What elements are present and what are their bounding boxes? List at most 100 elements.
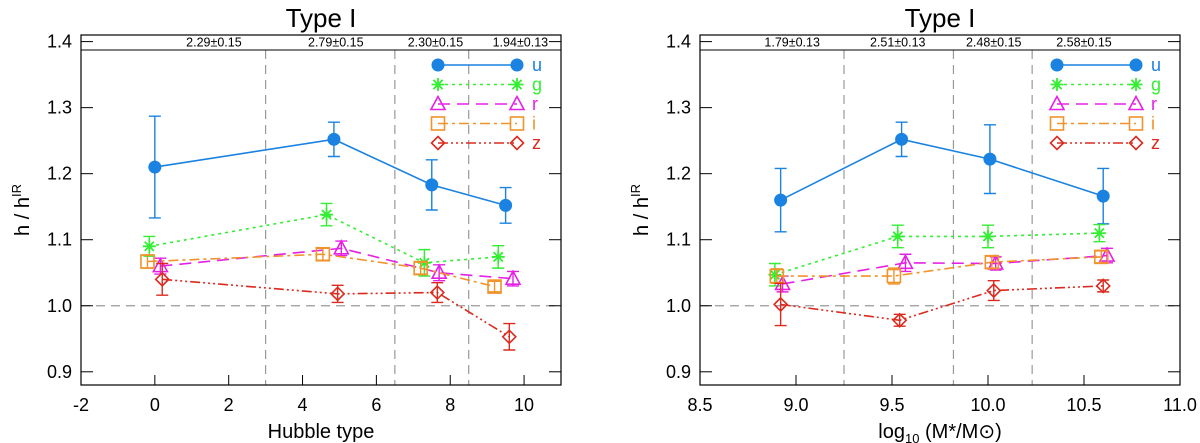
errorbar-z-1: [156, 262, 169, 296]
point-u-1: [774, 193, 788, 207]
point-u-4: [499, 198, 513, 212]
series-line-i: [147, 253, 495, 288]
point-z-3: [429, 284, 445, 301]
legend-marker-g-start: [1050, 78, 1064, 91]
legend-label-u: u: [532, 55, 542, 75]
point-g-2: [320, 208, 334, 222]
point-i-4: [487, 279, 502, 294]
legend-label-g: g: [1151, 75, 1161, 95]
series-line-z: [162, 278, 510, 338]
point-g-3: [981, 229, 995, 243]
point-i-1: [769, 268, 785, 284]
point-z-2: [892, 312, 908, 328]
point-u-3: [983, 152, 997, 166]
chart-title: Type I: [286, 3, 357, 33]
point-z-4: [1095, 278, 1111, 294]
point-u-2: [895, 132, 909, 146]
point-z-2: [329, 286, 346, 302]
y-axis-label: h / hIR: [628, 184, 653, 236]
bin-label-4: 2.58±0.15: [1056, 36, 1112, 50]
legend-marker-i-start: [430, 116, 446, 131]
bin-label-3: 2.48±0.15: [966, 36, 1022, 50]
point-r-1: [152, 256, 169, 273]
point-i-4: [1093, 249, 1109, 265]
x-tick-label-5: 6: [371, 395, 381, 415]
y-tick-label-6: 1.4: [666, 32, 691, 52]
legend-marker-r-start: [429, 94, 447, 111]
errorbar-i-4: [488, 280, 501, 293]
series-g: [142, 202, 505, 277]
series-g: [768, 223, 1106, 287]
series-line-z: [780, 285, 1104, 322]
series-z: [154, 262, 517, 351]
point-u-1: [148, 160, 162, 174]
bin-label-1: 2.29±0.15: [186, 36, 242, 50]
plot-frame: [699, 34, 1181, 386]
legend-marker-u-start: [431, 58, 445, 72]
y-tick-label-4: 1.2: [47, 164, 72, 184]
legend-marker-z-end: [509, 135, 525, 151]
series-line-i: [776, 256, 1102, 277]
point-i-2: [886, 268, 902, 284]
legend-label-z: z: [532, 133, 541, 153]
point-g-2: [891, 229, 905, 243]
legend-marker-u-end: [510, 58, 524, 72]
chart-panel-1: Type I 2.29±0.15 2.79±0.15 2.30±0.15 1.94±0.…: [9, 3, 562, 443]
point-g-4: [1092, 226, 1106, 240]
y-tick-label-5: 1.3: [666, 98, 691, 118]
y-tick-label-2: 1.0: [666, 296, 691, 316]
point-u-2: [327, 132, 341, 146]
x-tick-label-3: 2: [224, 395, 234, 415]
legend-marker-r-end: [508, 94, 526, 111]
legend-marker-z-end: [1128, 135, 1144, 151]
series-line-u: [154, 138, 506, 207]
errorbar-z-1: [774, 282, 787, 327]
legend-marker-g-end: [1129, 78, 1143, 91]
series-line-g: [149, 213, 499, 264]
legend-marker-g-end: [510, 78, 524, 91]
plot-frame: [80, 34, 562, 386]
point-r-4: [504, 269, 522, 285]
point-i-3: [984, 254, 1000, 270]
x-tick-label-4: 4: [298, 395, 308, 415]
x-tick-label-2: 0: [150, 395, 160, 415]
bin-label-2: 2.79±0.15: [308, 36, 364, 50]
bin-label-3: 2.30±0.15: [408, 36, 464, 50]
legend-label-i: i: [1151, 114, 1155, 134]
series-i: [140, 246, 502, 294]
series-z: [773, 278, 1111, 328]
series-line-u: [780, 138, 1104, 201]
legend-label-i: i: [532, 114, 536, 134]
x-tick-label-2: 9.0: [783, 395, 808, 415]
legend-marker-r-start: [1048, 94, 1066, 111]
point-g-1: [768, 268, 782, 282]
legend-marker-i-start: [1049, 116, 1065, 131]
x-tick-label-7: 10: [514, 395, 534, 415]
x-axis-label: Hubble type: [268, 421, 375, 443]
point-z-4: [501, 329, 517, 345]
legend-marker-i-end: [1128, 116, 1144, 131]
legend-label-r: r: [1151, 94, 1157, 114]
chart-title: Type I: [905, 3, 976, 33]
legend-label-g: g: [532, 75, 542, 95]
y-tick-label-1: 0.9: [666, 362, 691, 382]
errorbar-z-4: [503, 322, 516, 351]
y-tick-label-4: 1.2: [666, 164, 691, 184]
series-line-g: [774, 232, 1100, 276]
legend-marker-u-start: [1050, 58, 1064, 72]
legend-label-u: u: [1151, 55, 1161, 75]
point-z-1: [773, 296, 789, 313]
point-i-1: [140, 254, 155, 269]
point-z-3: [986, 282, 1002, 299]
x-tick-label-3: 9.5: [879, 395, 904, 415]
x-tick-label-1: 8.5: [687, 395, 712, 415]
series-i: [769, 249, 1109, 285]
y-tick-label-2: 1.0: [47, 296, 72, 316]
legend-label-r: r: [532, 94, 538, 114]
legend-label-z: z: [1151, 133, 1160, 153]
series-u: [148, 115, 513, 224]
point-u-4: [1096, 189, 1110, 203]
